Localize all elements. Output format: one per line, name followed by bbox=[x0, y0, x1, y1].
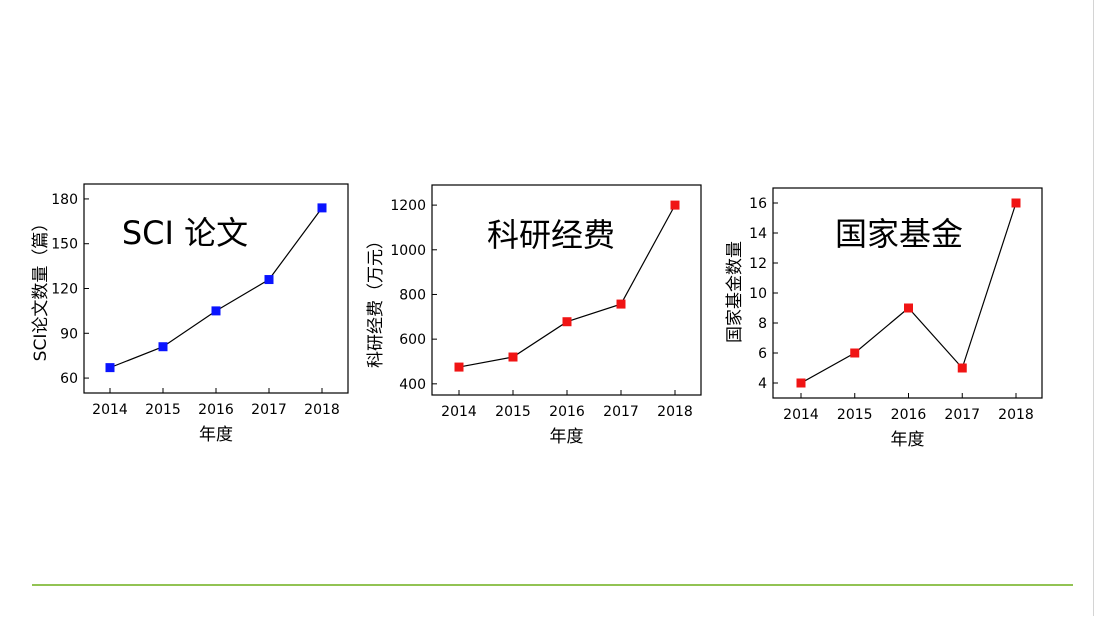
x-axis-label: 年度 bbox=[550, 427, 584, 447]
data-point-2014 bbox=[454, 362, 464, 372]
y-tick-label: 4 bbox=[758, 376, 767, 392]
x-tick-label: 2015 bbox=[495, 404, 531, 420]
data-point-2015 bbox=[850, 348, 860, 358]
y-axis-label: SCI论文数量（篇） bbox=[31, 215, 51, 362]
x-axis-label: 年度 bbox=[199, 425, 233, 445]
x-tick-label: 2017 bbox=[603, 404, 639, 420]
x-tick-label: 2014 bbox=[92, 402, 128, 418]
x-tick-label: 2018 bbox=[304, 402, 340, 418]
y-tick-label: 10 bbox=[749, 286, 767, 302]
x-tick-label: 2017 bbox=[251, 402, 287, 418]
y-tick-label: 150 bbox=[51, 237, 78, 253]
y-tick-label: 1000 bbox=[390, 243, 426, 259]
y-axis-label: 科研经费（万元） bbox=[366, 232, 386, 368]
y-tick-label: 6 bbox=[758, 346, 767, 362]
chart-title: SCI 论文 bbox=[122, 214, 248, 252]
x-tick-label: 2015 bbox=[145, 402, 181, 418]
data-point-2017 bbox=[616, 299, 626, 309]
chart-title: 科研经费 bbox=[487, 216, 615, 254]
x-tick-label: 2016 bbox=[891, 407, 927, 423]
x-tick-label: 2018 bbox=[998, 407, 1034, 423]
data-point-2018 bbox=[670, 200, 680, 210]
x-axis-label: 年度 bbox=[891, 430, 925, 450]
y-tick-label: 180 bbox=[51, 192, 78, 208]
y-tick-label: 14 bbox=[749, 226, 767, 242]
y-tick-label: 1200 bbox=[390, 198, 426, 214]
y-tick-label: 60 bbox=[60, 371, 78, 387]
x-tick-label: 2014 bbox=[783, 407, 819, 423]
x-tick-label: 2014 bbox=[441, 404, 477, 420]
slide-footer-rule bbox=[32, 584, 1073, 586]
y-tick-label: 16 bbox=[749, 196, 767, 212]
x-tick-label: 2017 bbox=[944, 407, 980, 423]
data-point-2016 bbox=[562, 317, 572, 327]
y-tick-label: 800 bbox=[399, 287, 426, 303]
x-tick-label: 2018 bbox=[657, 404, 693, 420]
slide-right-border bbox=[1093, 0, 1094, 616]
data-point-2016 bbox=[904, 303, 913, 313]
x-tick-label: 2016 bbox=[198, 402, 234, 418]
data-point-2017 bbox=[957, 363, 967, 373]
data-point-2017 bbox=[264, 275, 274, 285]
chart-2: 400 600 800 1000 1200 2014 2015 2016 2017 2018 年度 科… bbox=[366, 184, 702, 447]
y-axis-label: 国家基金数量 bbox=[725, 241, 745, 343]
y-tick-label: 600 bbox=[399, 332, 426, 348]
y-tick-label: 90 bbox=[60, 326, 78, 342]
x-tick-label: 2016 bbox=[549, 404, 585, 420]
x-tick-label: 2015 bbox=[837, 407, 873, 423]
y-tick-label: 400 bbox=[399, 377, 426, 393]
data-point-2018 bbox=[317, 203, 327, 213]
data-point-2016 bbox=[211, 306, 221, 316]
data-point-2018 bbox=[1011, 198, 1021, 208]
y-tick-label: 8 bbox=[758, 316, 767, 332]
data-point-2015 bbox=[508, 352, 518, 362]
chart-title: 国家基金 bbox=[835, 215, 963, 253]
chart-3: 4 6 8 10 12 14 16 2014 2015 2016 2017 2018 年度 国家基金数量 国… bbox=[725, 187, 1043, 450]
data-point-2015 bbox=[158, 342, 168, 352]
data-point-2014 bbox=[105, 363, 115, 373]
chart-1: 60 90 120 150 180 2014 2015 2016 2017 2018 年度 SCI论文… bbox=[31, 183, 349, 445]
data-point-2014 bbox=[796, 378, 806, 388]
y-tick-label: 12 bbox=[749, 256, 767, 272]
y-tick-label: 120 bbox=[51, 282, 78, 298]
